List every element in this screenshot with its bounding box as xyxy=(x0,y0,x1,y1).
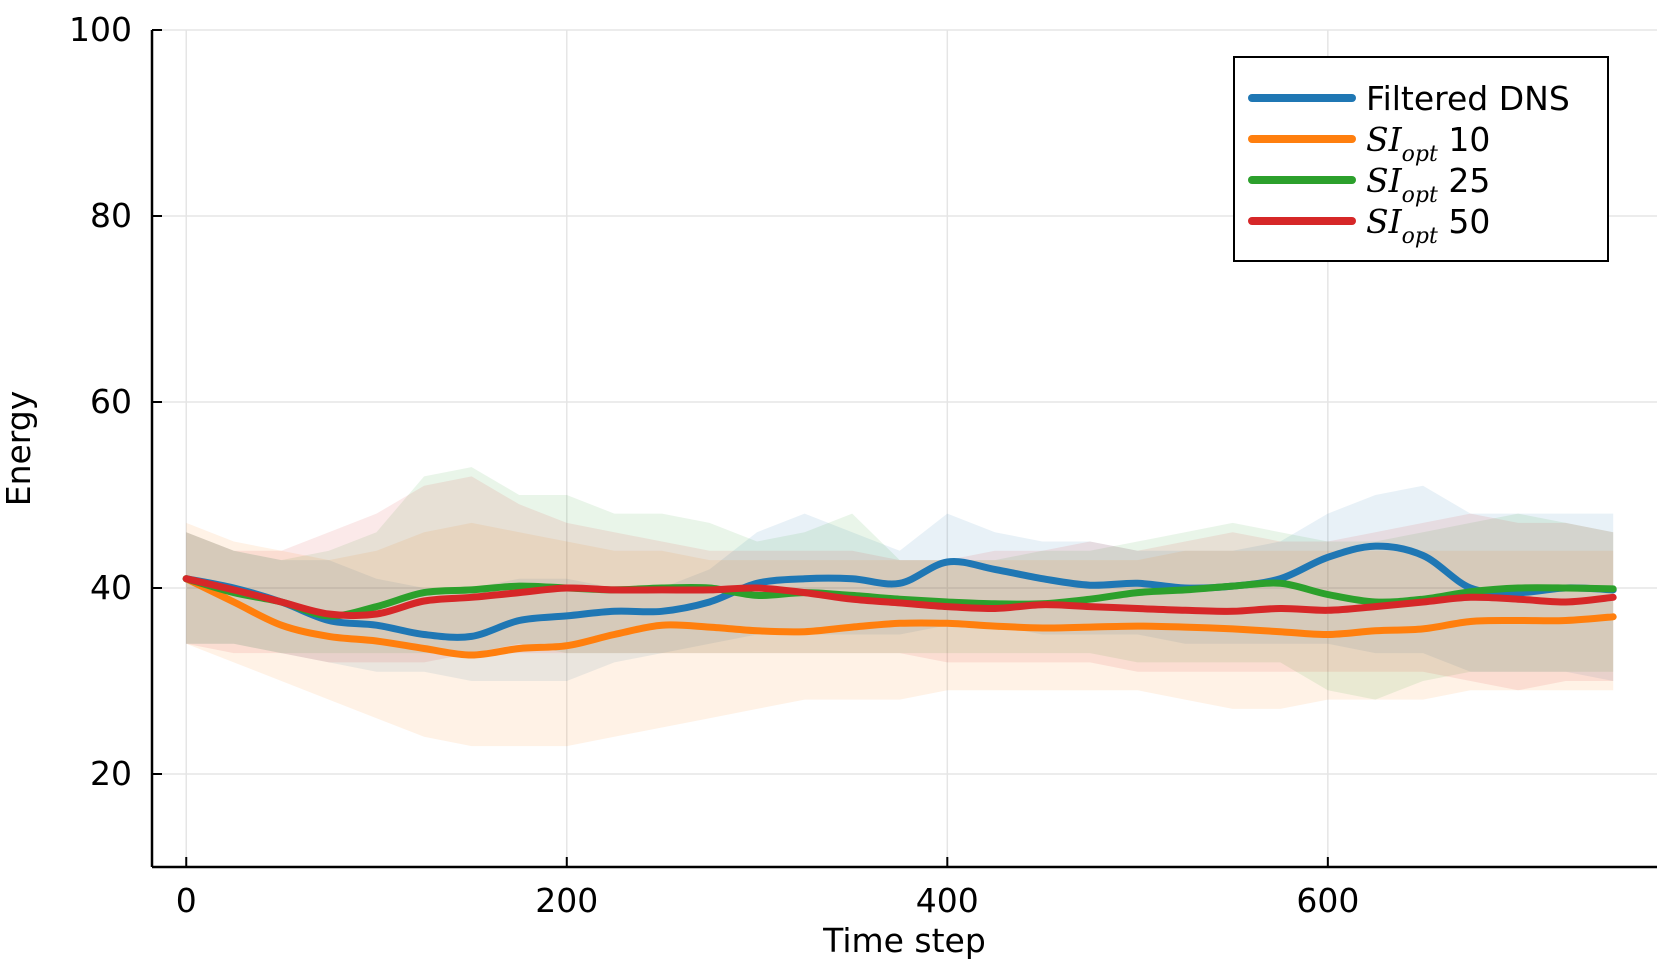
legend-label-main: SI xyxy=(1366,161,1403,200)
y-tick-label: 80 xyxy=(90,196,132,235)
legend-label: SIopt 10 xyxy=(1366,120,1490,167)
x-tick-label: 600 xyxy=(1296,881,1359,920)
x-tick-label: 200 xyxy=(535,881,598,920)
x-axis-label: Time step xyxy=(822,921,986,960)
band-series-2 xyxy=(186,522,1614,747)
legend-label: SIopt 25 xyxy=(1366,161,1490,208)
line-series-2 xyxy=(182,575,1617,659)
x-tick-label: 400 xyxy=(916,881,979,920)
y-axis-label: Energy xyxy=(0,391,38,507)
y-tick-label: 40 xyxy=(90,568,132,607)
legend-label-suffix: 10 xyxy=(1438,120,1490,159)
series-lines xyxy=(182,542,1617,659)
tick-labels: 0 200 400 600 20 40 60 80 100 xyxy=(69,10,1359,920)
x-tick-label: 0 xyxy=(176,881,197,920)
legend-label: Filtered DNS xyxy=(1366,79,1570,118)
legend-label-subscript: opt xyxy=(1402,142,1438,167)
line-series-3 xyxy=(182,575,1617,620)
line-series-4 xyxy=(182,575,1617,620)
legend-label-suffix: 25 xyxy=(1438,161,1490,200)
y-tick-label: 60 xyxy=(90,382,132,421)
legend-label-subscript: opt xyxy=(1402,183,1438,208)
y-tick-label: 20 xyxy=(90,754,132,793)
legend-label-main: SI xyxy=(1366,202,1403,241)
legend-box xyxy=(1233,56,1609,262)
legend-label-suffix: 50 xyxy=(1438,202,1490,241)
grid-lines xyxy=(152,29,1657,867)
legend-label-main: SI xyxy=(1366,120,1403,159)
axes xyxy=(150,29,1657,869)
legend-label: SIopt 50 xyxy=(1366,202,1490,249)
legend-label-subscript: opt xyxy=(1402,224,1438,249)
line-series-1 xyxy=(182,542,1617,641)
y-tick-label: 100 xyxy=(69,10,132,49)
